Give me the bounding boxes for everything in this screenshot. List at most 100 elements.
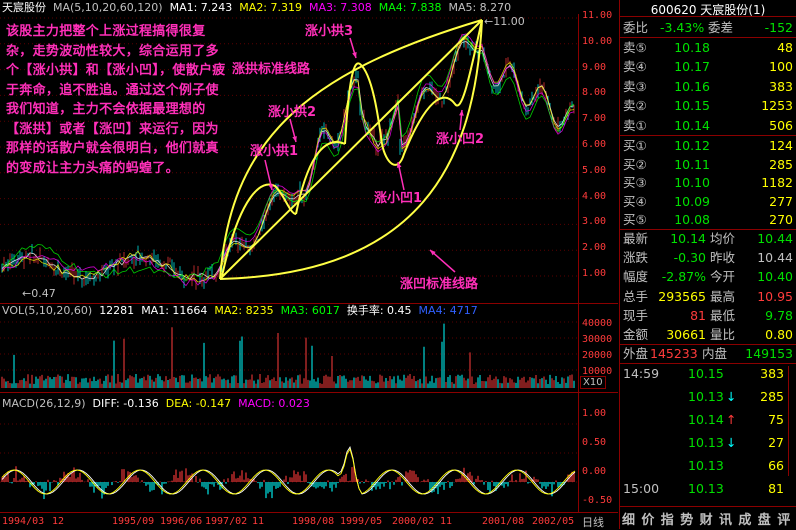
bid-row-volume: 270 xyxy=(769,212,793,228)
tab-2[interactable]: 指 xyxy=(660,513,674,528)
arch-label-3: 涨小拱3 xyxy=(305,24,354,39)
stat-value: 10.14 xyxy=(670,231,706,246)
tab-0[interactable]: 细 xyxy=(622,513,636,528)
sep-bid-stats xyxy=(620,229,796,230)
tick-row: 14:59 10.15 383 xyxy=(620,364,796,383)
bid-row-price: 10.11 xyxy=(674,156,710,172)
outer-value: 145233 xyxy=(650,346,698,361)
main-chart-header: 天宸股份 MA(5,10,20,60,120) MA1: 7.243 MA2: … xyxy=(2,1,511,14)
price-tick-label: 1.00 xyxy=(582,268,607,279)
tab-3[interactable]: 势 xyxy=(680,513,694,528)
macd-tick-label: 1.00 xyxy=(582,408,607,419)
bid-row-volume: 285 xyxy=(769,156,793,172)
ask-row-label: 卖① xyxy=(623,117,647,133)
bid-row[interactable]: 买④ 10.09 277 xyxy=(620,192,796,211)
bid-row-price: 10.09 xyxy=(674,193,710,209)
tick-volume: 75 xyxy=(768,412,784,427)
tick-volume: 81 xyxy=(768,481,784,496)
bid-row-price: 10.10 xyxy=(674,175,710,191)
kline-chart-panel[interactable]: 天宸股份 MA(5,10,20,60,120) MA1: 7.243 MA2: … xyxy=(0,0,618,529)
price-tick-label: 11.00 xyxy=(582,10,613,21)
stat-label: 幅度 xyxy=(623,269,649,285)
stat-label: 金额 xyxy=(623,327,649,342)
price-tick-label: 5.00 xyxy=(582,164,607,176)
tick-row: 10.13 ↓ 27 xyxy=(620,433,796,452)
stat-row: 幅度 -2.87% 今开 10.40 xyxy=(620,267,796,286)
tab-6[interactable]: 成 xyxy=(738,513,752,528)
macd-header: MACD(26,12,9) DIFF: -0.136 DEA: -0.147 M… xyxy=(2,397,310,410)
bid-row-label: 买⑤ xyxy=(623,212,647,228)
tick-list: 14:59 10.15 383 10.13 ↓ 285 10.14 ↑ 75 10.13 ↓ 27 10… xyxy=(620,364,796,496)
stat-value: -2.87% xyxy=(661,269,706,285)
ask-row[interactable]: 卖④ 10.17 100 xyxy=(620,57,796,76)
ask-row-price: 10.18 xyxy=(674,40,710,55)
vol-unit-badge: X10 xyxy=(580,376,606,389)
weicha-label: 委差 xyxy=(708,20,734,35)
vol-ma2: MA2: 8235 xyxy=(214,304,274,317)
inner-value: 149153 xyxy=(745,346,793,361)
up-arrow-icon: ↑ xyxy=(726,412,737,427)
stat-value: 293565 xyxy=(658,288,706,304)
period-label[interactable]: 日线 xyxy=(582,516,604,529)
vol-ma3: MA3: 6017 xyxy=(280,304,340,317)
bid-row-volume: 1182 xyxy=(761,175,793,191)
macd-axis: 1.00 0.50 0.00 -0.50 xyxy=(580,400,618,510)
tab-1[interactable]: 价 xyxy=(641,513,655,528)
date-tick-label: 11 xyxy=(440,516,453,527)
ma-params: MA(5,10,20,60,120) xyxy=(53,1,163,14)
stat-value: 10.44 xyxy=(757,250,793,266)
ask-row-label: 卖④ xyxy=(623,59,647,75)
stat-label: 量比 xyxy=(710,327,736,342)
divider-bottom xyxy=(0,512,618,513)
concave-standard-label: 涨凹标准线路 xyxy=(400,277,479,292)
tab-5[interactable]: 讯 xyxy=(719,513,733,528)
tab-4[interactable]: 财 xyxy=(699,513,713,528)
vol-tick-label: 10000 xyxy=(582,366,613,377)
bid-row[interactable]: 买⑤ 10.08 270 xyxy=(620,210,796,229)
stat-row: 最新 10.14 均价 10.44 xyxy=(620,229,796,248)
tick-price: 10.13 xyxy=(688,435,724,450)
tick-row: 15:00 10.13 81 xyxy=(620,479,796,498)
tick-scrollbar[interactable] xyxy=(788,366,795,476)
tab-7[interactable]: 盘 xyxy=(757,513,771,528)
price-tick-label: 7.00 xyxy=(582,113,607,125)
ask-row-volume: 383 xyxy=(769,78,793,94)
stock-name: 天宸股份 xyxy=(2,1,46,14)
bid-row-label: 买① xyxy=(623,138,647,153)
macd-dea: DEA: -0.147 xyxy=(165,397,232,410)
macd-tick-label: 0.50 xyxy=(582,437,607,448)
vol-ma1: MA1: 11664 xyxy=(141,304,208,317)
sep-outer-ticks xyxy=(620,363,796,364)
stat-value: 10.44 xyxy=(757,231,793,246)
tab-8[interactable]: 评 xyxy=(777,513,791,528)
divider-vol-macd xyxy=(0,392,618,393)
sep-tabs xyxy=(620,506,796,507)
bid-row-label: 买③ xyxy=(623,175,647,191)
sep-weibi xyxy=(620,37,796,38)
date-tick-label: 1998/08 xyxy=(292,516,335,527)
ask-row-price: 10.14 xyxy=(674,117,710,133)
bid-row[interactable]: 买③ 10.10 1182 xyxy=(620,173,796,192)
ask-row-volume: 1253 xyxy=(761,98,793,114)
tick-row: 10.13 66 xyxy=(620,456,796,475)
bid-row[interactable]: 买② 10.11 285 xyxy=(620,155,796,174)
bid-row[interactable]: 买① 10.12 124 xyxy=(620,136,796,155)
macd-value: MACD: 0.023 xyxy=(238,397,310,410)
tick-time: 15:00 xyxy=(623,481,660,496)
vol-tick-label: 20000 xyxy=(582,350,613,361)
tick-time: 14:59 xyxy=(623,366,660,381)
macd-tick-label: 0.00 xyxy=(582,466,607,477)
ask-row[interactable]: 卖③ 10.16 383 xyxy=(620,77,796,96)
ask-row-volume: 100 xyxy=(769,59,793,75)
tick-row: 10.13 ↓ 285 xyxy=(620,387,796,406)
price-tick-label: 4.00 xyxy=(582,190,607,202)
concave-label-2: 涨小凹2 xyxy=(436,132,485,147)
ask-row[interactable]: 卖① 10.14 506 xyxy=(620,116,796,135)
stat-value: 9.78 xyxy=(765,307,793,323)
bottom-tab-bar: 细价指势财讯成盘评 xyxy=(620,508,796,528)
stat-label: 现手 xyxy=(623,307,649,323)
ask-row[interactable]: 卖⑤ 10.18 48 xyxy=(620,38,796,57)
ask-row[interactable]: 卖② 10.15 1253 xyxy=(620,96,796,115)
ask-row-volume: 48 xyxy=(777,40,793,55)
date-tick-label: 1997/02 xyxy=(205,516,248,527)
